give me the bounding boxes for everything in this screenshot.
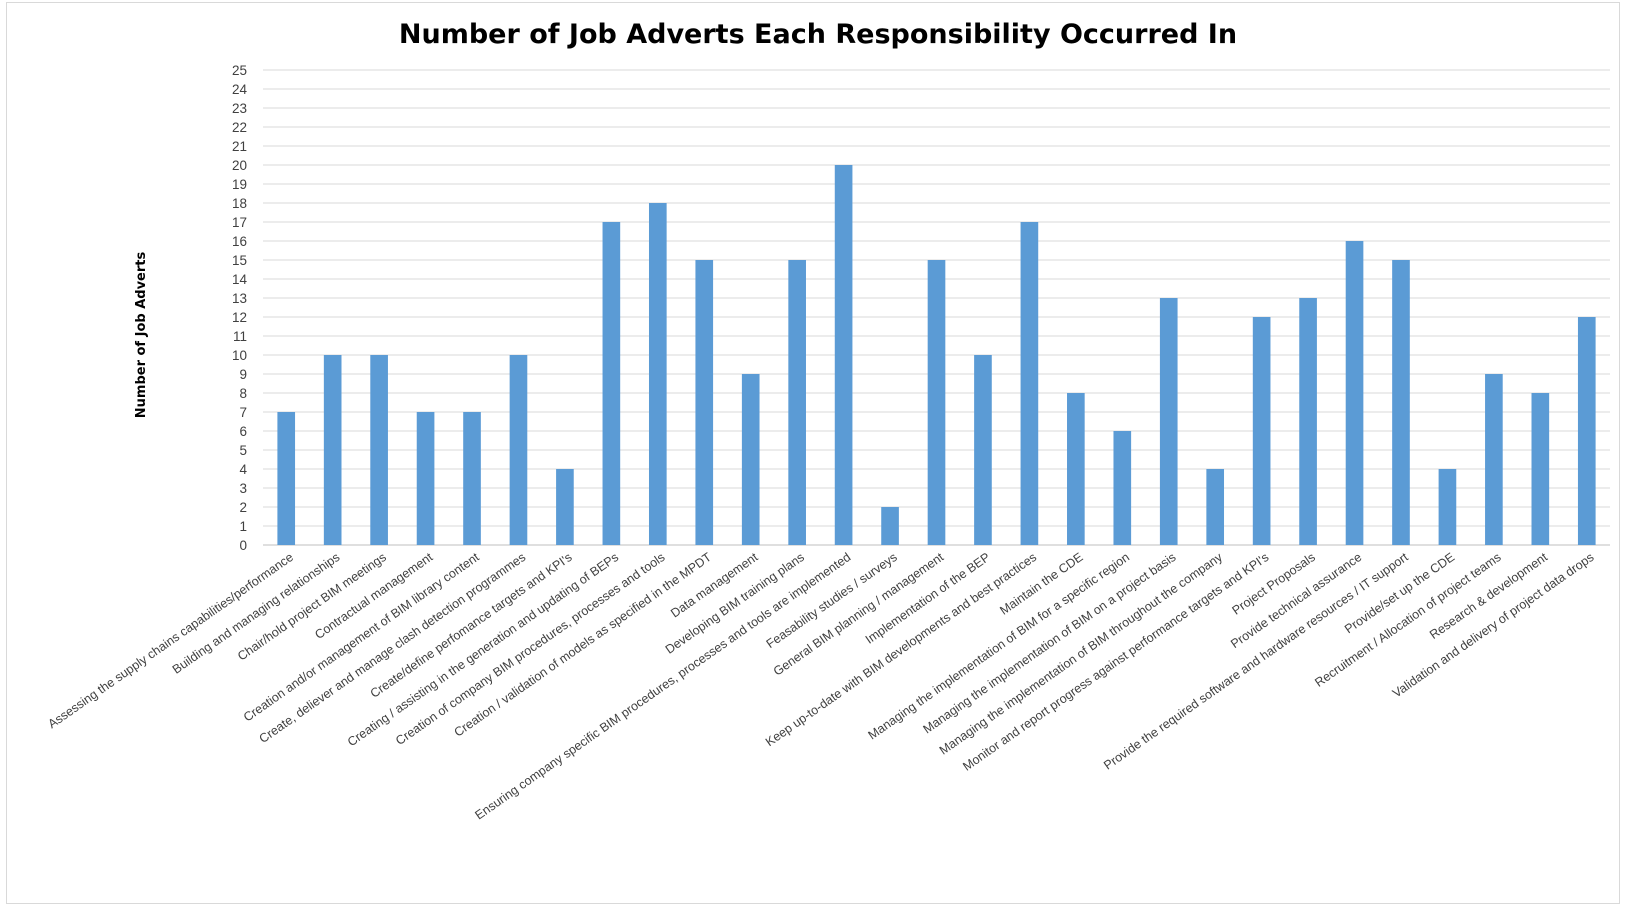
y-tick-label: 5 — [239, 443, 247, 458]
bar — [974, 355, 992, 545]
y-tick-label: 23 — [232, 101, 247, 116]
bar — [695, 260, 714, 545]
y-tick-label: 18 — [232, 196, 247, 211]
bar — [1345, 241, 1364, 545]
bar — [1438, 469, 1457, 545]
y-tick-label: 21 — [232, 139, 247, 154]
x-axis-ticks: Assessing the supply chains capabilities… — [45, 550, 1596, 823]
x-tick-label: Provide the required software and hardwa… — [1101, 550, 1411, 773]
y-tick-label: 6 — [239, 424, 247, 439]
bar — [556, 469, 574, 545]
y-tick-label: 16 — [232, 234, 247, 249]
bar — [1067, 393, 1085, 545]
bar — [1252, 317, 1271, 545]
bar — [1485, 374, 1503, 545]
x-tick-label: Building and managing relationships — [170, 550, 343, 677]
bar — [370, 355, 388, 545]
chart-title: Number of Job Adverts Each Responsibilit… — [399, 19, 1237, 50]
bar — [323, 355, 342, 545]
y-tick-label: 0 — [239, 538, 247, 553]
y-tick-label: 20 — [232, 158, 247, 173]
y-tick-label: 10 — [232, 348, 247, 363]
y-tick-label: 14 — [232, 272, 248, 287]
bar — [834, 165, 853, 545]
y-tick-label: 15 — [232, 253, 247, 268]
bar — [1392, 260, 1410, 545]
bar — [788, 260, 806, 545]
bar — [741, 374, 760, 545]
y-tick-label: 12 — [232, 310, 247, 325]
bar — [602, 222, 621, 545]
bar — [648, 203, 667, 545]
y-axis-ticks: 0123456789101112131415161718192021222324… — [232, 63, 248, 553]
y-tick-label: 19 — [232, 177, 247, 192]
y-tick-label: 17 — [232, 215, 247, 230]
bar — [1206, 469, 1225, 545]
bar — [1299, 298, 1317, 545]
bar — [1113, 431, 1132, 545]
bar — [277, 412, 296, 545]
y-axis-label: Number of Job Adverts — [134, 252, 149, 419]
bars — [277, 165, 1596, 545]
y-tick-label: 3 — [239, 481, 247, 496]
bar — [1159, 298, 1178, 545]
y-tick-label: 13 — [232, 291, 247, 306]
bar — [927, 260, 946, 545]
y-tick-label: 11 — [233, 329, 247, 344]
bar — [509, 355, 528, 545]
bar — [1531, 393, 1550, 545]
bar — [1020, 222, 1039, 545]
y-tick-label: 9 — [239, 367, 247, 382]
bar — [881, 507, 899, 545]
y-tick-label: 24 — [232, 82, 248, 97]
bar — [463, 412, 481, 545]
chart-frame — [6, 2, 1620, 904]
bar — [416, 412, 435, 545]
y-tick-label: 25 — [232, 63, 247, 78]
y-tick-label: 22 — [232, 120, 247, 135]
y-tick-label: 7 — [239, 405, 247, 420]
y-tick-label: 4 — [239, 462, 247, 477]
x-tick-label: General BIM planning / management — [771, 550, 947, 679]
bar — [1577, 317, 1596, 545]
y-tick-label: 1 — [239, 519, 247, 534]
y-tick-label: 8 — [239, 386, 247, 401]
y-tick-label: 2 — [239, 500, 247, 515]
